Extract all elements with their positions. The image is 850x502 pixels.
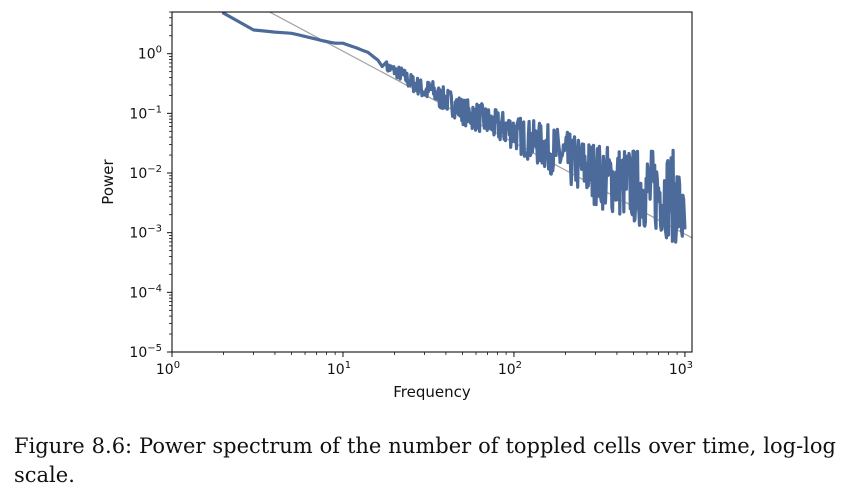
- y-tick-label: 10−4: [129, 283, 162, 301]
- figure-caption: Figure 8.6: Power spectrum of the number…: [14, 434, 836, 487]
- x-tick-label: 102: [498, 360, 522, 378]
- plot-area: [221, 12, 692, 244]
- y-tick-label: 10−3: [129, 224, 162, 242]
- y-tick-label: 10−5: [129, 343, 162, 361]
- x-axis-title: Frequency: [393, 383, 471, 401]
- y-tick-label: 10−2: [129, 164, 162, 182]
- x-tick-label: 100: [156, 360, 180, 378]
- power-spectrum-chart: 100 101 102 103 100 10−1 10−2 10−3 10−4 10−5 Frequ…: [99, 11, 693, 401]
- y-axis-title: Power: [99, 158, 117, 204]
- y-tick-label: 100: [138, 45, 162, 63]
- x-tick-label: 101: [327, 360, 351, 378]
- series-line-0: [221, 12, 687, 244]
- y-tick-label: 10−1: [129, 104, 162, 122]
- figure: 100 101 102 103 100 10−1 10−2 10−3 10−4 10−5 Frequ…: [99, 11, 693, 401]
- x-tick-label: 103: [669, 360, 693, 378]
